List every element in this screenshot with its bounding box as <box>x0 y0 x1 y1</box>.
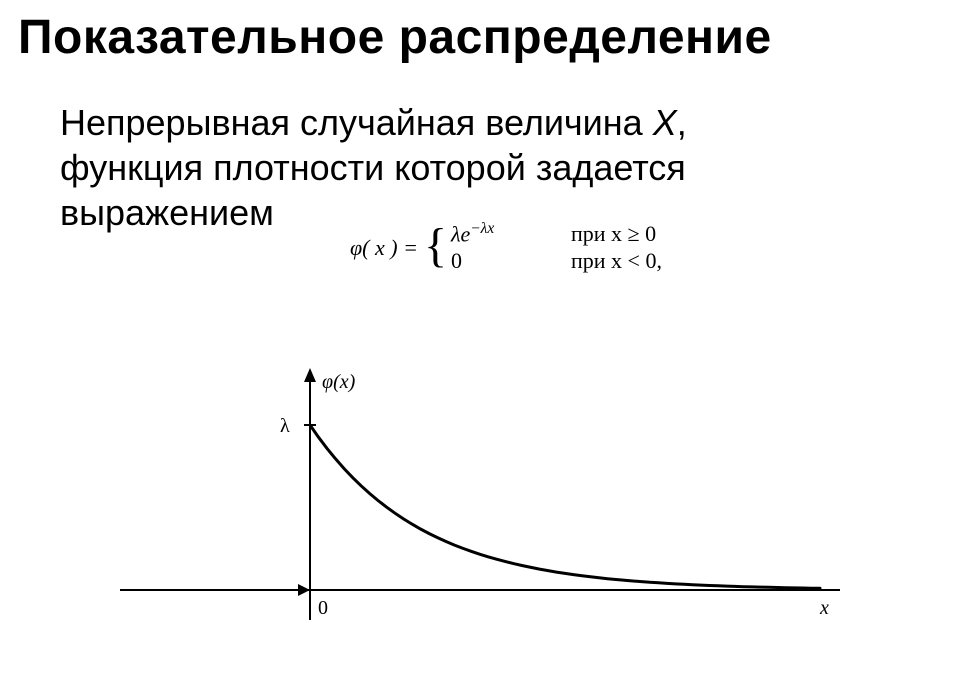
case1-e: e <box>461 221 471 246</box>
formula-lhs: φ( x ) = <box>350 235 424 261</box>
body-line1-prefix: Непрерывная случайная величина <box>60 102 653 143</box>
body-line1-suffix: , <box>677 102 687 143</box>
svg-text:0: 0 <box>318 597 328 619</box>
body-line1-var: X <box>653 102 677 143</box>
svg-text:φ(x): φ(x) <box>322 371 356 393</box>
formula-cases: λe−λx при x ≥ 0 0 при x < 0, <box>451 220 662 276</box>
svg-text:λ: λ <box>280 415 290 437</box>
case1-lambda: λ <box>451 221 461 246</box>
svg-text:x: x <box>819 597 829 619</box>
case1-cond: при x ≥ 0 <box>541 221 656 247</box>
body-line3: выражением <box>60 192 274 233</box>
formula-brace: { <box>424 224 451 268</box>
body-text: Непрерывная случайная величина X, функци… <box>60 100 920 235</box>
formula-case1: λe−λx при x ≥ 0 <box>451 220 662 248</box>
case2-cond: при x < 0, <box>541 248 662 274</box>
case2-expr: 0 <box>451 248 541 274</box>
case1-exp: −λx <box>470 220 494 237</box>
body-line2: функция плотности которой задается <box>60 147 686 188</box>
formula-case2: 0 при x < 0, <box>451 248 662 276</box>
chart-svg: φ(x) λ 0 x <box>120 360 840 660</box>
slide-title: Показательное распределение <box>18 10 772 65</box>
slide: Показательное распределение Непрерывная … <box>0 0 973 685</box>
formula: φ( x ) = { λe−λx при x ≥ 0 0 при x < 0, <box>350 220 662 276</box>
density-chart: φ(x) λ 0 x <box>120 360 840 660</box>
